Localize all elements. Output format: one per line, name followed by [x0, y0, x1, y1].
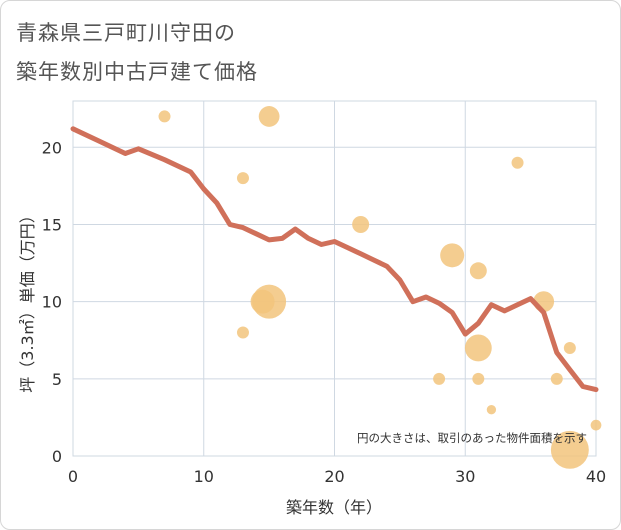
- y-tick-label: 15: [42, 215, 62, 234]
- y-tick-label: 10: [42, 293, 62, 312]
- axes: 0 10 20 30 40 0 5 10 15 20: [42, 138, 607, 486]
- trend-line: [70, 126, 599, 393]
- bubble-point: [511, 156, 524, 169]
- bubble-point: [464, 334, 492, 362]
- bubble-point: [469, 262, 487, 280]
- bubble-point: [236, 326, 249, 339]
- y-tick-label: 20: [42, 138, 62, 157]
- bubble-point: [563, 341, 576, 354]
- chart-title-line-1: 青森県三戸町川守田の: [16, 21, 236, 45]
- bubble-point: [236, 172, 249, 185]
- x-tick-label: 30: [455, 467, 475, 486]
- bubble-point: [352, 215, 370, 233]
- size-note: 円の大きさは、取引のあった物件面積を示す: [357, 431, 587, 445]
- bubble-point: [433, 372, 446, 385]
- x-axis-label: 築年数（年）: [286, 498, 382, 517]
- bubble-point: [590, 419, 602, 431]
- x-tick-label: 0: [68, 467, 78, 486]
- bubble-point: [486, 405, 497, 415]
- x-tick-label: 40: [586, 467, 606, 486]
- bubbles: [158, 106, 602, 469]
- grid: [72, 100, 597, 457]
- bubble-point: [258, 106, 280, 127]
- x-tick-label: 20: [324, 467, 344, 486]
- y-tick-label: 0: [52, 447, 62, 466]
- bubble-point: [252, 284, 287, 319]
- x-tick-label: 10: [194, 467, 214, 486]
- bubble-point: [158, 110, 171, 123]
- bubble-point: [472, 372, 485, 385]
- bubble-point: [550, 430, 589, 469]
- bubble-point: [440, 243, 465, 268]
- bubble-point: [550, 372, 563, 385]
- y-tick-label: 5: [52, 370, 62, 389]
- chart-title-line-2: 築年数別中古戸建て価格: [16, 60, 258, 84]
- y-axis-label: 坪（3.3㎡）単価（万円）: [18, 207, 37, 392]
